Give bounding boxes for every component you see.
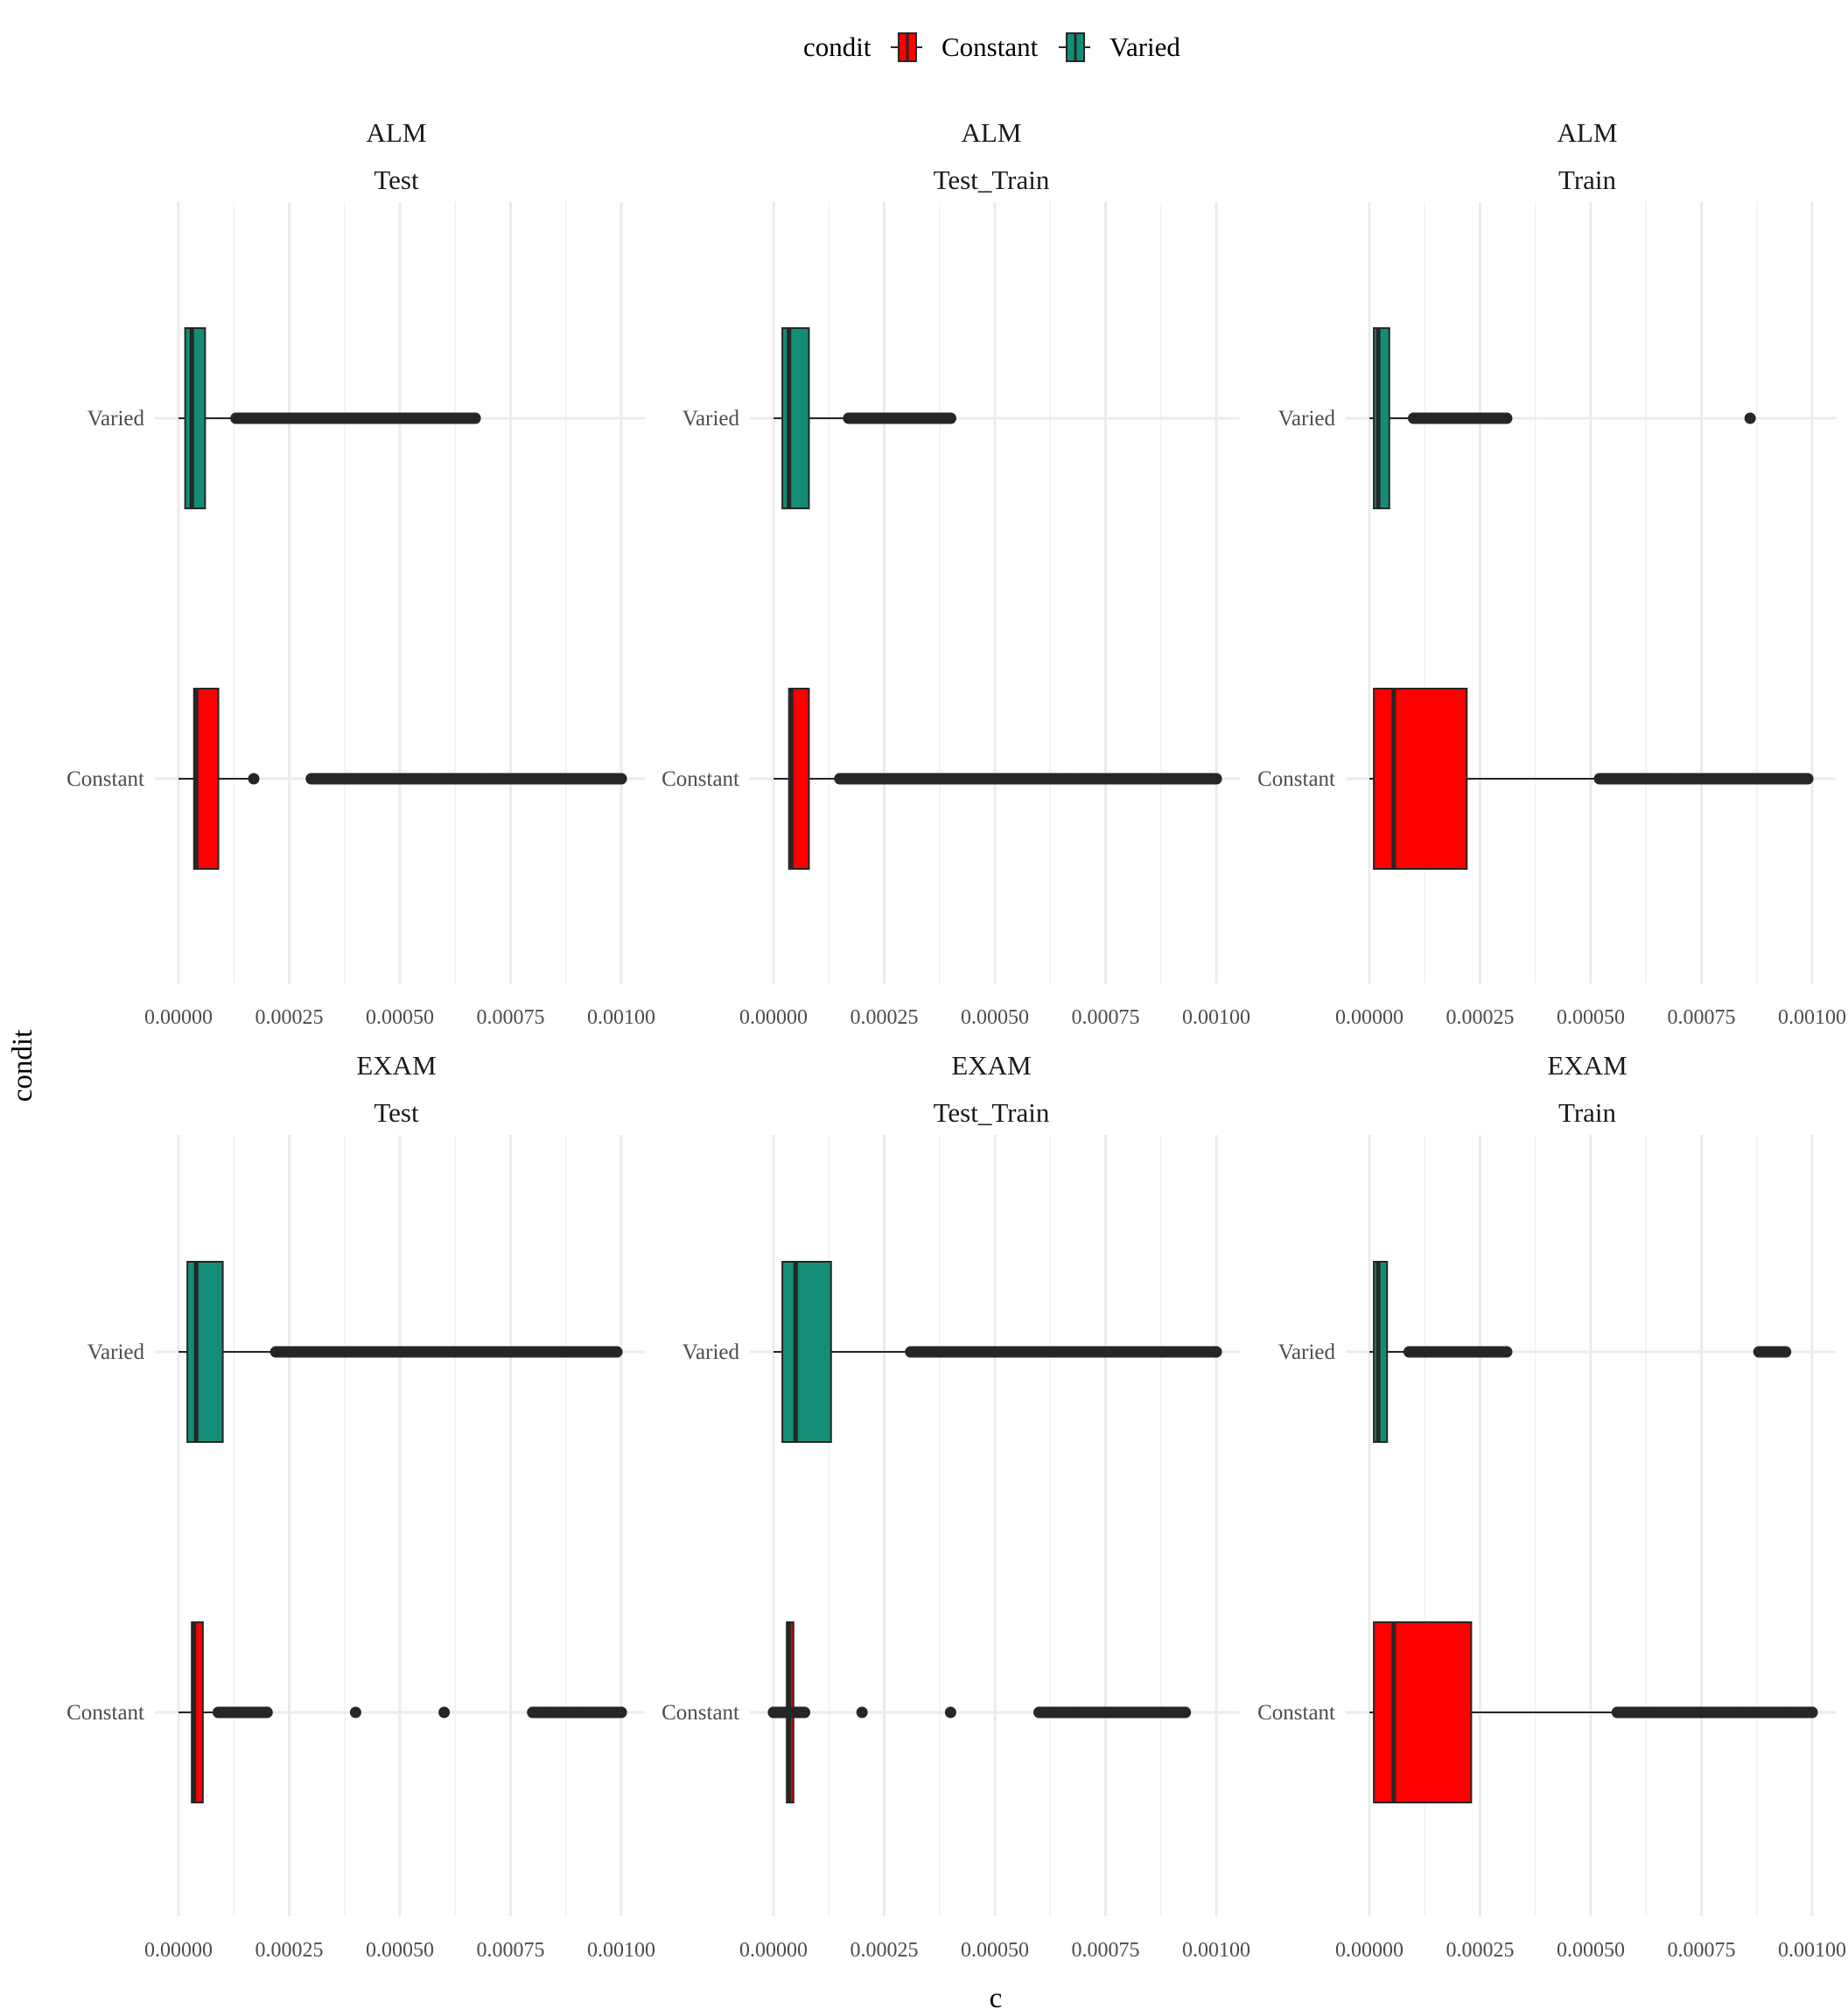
y-tick-label-constant: Constant <box>1257 767 1335 791</box>
x-tick-label: 0.00100 <box>587 1939 655 1962</box>
outlier-point-constant <box>261 1706 273 1718</box>
x-tick-label: 0.00075 <box>1072 1006 1140 1029</box>
outlier-point-constant <box>798 1706 810 1718</box>
box-constant <box>1373 688 1468 870</box>
outlier-point-constant <box>1806 1706 1818 1718</box>
y-tick-label-constant: Constant <box>662 1701 739 1725</box>
legend: condit Constant Varied <box>803 32 1180 62</box>
y-axis-title: condit <box>7 1030 38 1102</box>
x-tick-label: 0.00075 <box>477 1006 545 1029</box>
x-tick-label: 0.00050 <box>961 1006 1029 1029</box>
outlier-point-varied <box>1780 1346 1792 1358</box>
x-tick-label: 0.00100 <box>1182 1006 1250 1029</box>
x-tick-label: 0.00075 <box>1668 1939 1736 1962</box>
x-tick-label: 0.00025 <box>1446 1006 1515 1029</box>
outlier-point-varied <box>1501 1346 1513 1358</box>
y-tick-label-constant: Constant <box>66 767 144 791</box>
outlier-point-constant <box>248 773 260 785</box>
facet-panels: ALM Test 0.00000 0.00025 0.00050 0.00075 0.001… <box>66 117 1846 1962</box>
outlier-point-constant <box>349 1706 361 1718</box>
box-varied <box>184 327 206 509</box>
box-varied <box>1373 1261 1389 1443</box>
outlier-point-varied <box>1501 412 1513 424</box>
outlier-point-constant <box>1802 773 1814 785</box>
panel-exam-test: EXAM Test 0.00000 0.00025 0.00050 0.00075 0.00… <box>66 1050 655 1962</box>
outlier-point-constant <box>856 1706 868 1718</box>
strip-label-col: Test_Train <box>934 164 1050 195</box>
strip-label-row: EXAM <box>356 1050 436 1081</box>
legend-title: condit <box>803 32 872 62</box>
x-tick-label: 0.00000 <box>739 1006 808 1029</box>
x-tick-label: 0.00050 <box>961 1939 1029 1962</box>
box-varied <box>781 327 810 509</box>
strip-label-row: ALM <box>367 117 427 148</box>
box-constant <box>1373 1621 1473 1803</box>
outlier-point-varied <box>611 1346 623 1358</box>
x-tick-label: 0.00000 <box>1335 1939 1404 1962</box>
strip-label-col: Test <box>374 1097 419 1128</box>
panel-exam-test-train: EXAM Test_Train 0.00000 0.00025 0.00050 0.000… <box>662 1050 1250 1962</box>
strip-label-row: ALM <box>1558 117 1618 148</box>
strip-label-col: Test_Train <box>934 1097 1050 1128</box>
outlier-point-varied <box>1744 412 1756 424</box>
x-tick-label: 0.00050 <box>1557 1939 1625 1962</box>
strip-label-col: Train <box>1558 164 1617 195</box>
x-tick-label: 0.00100 <box>1778 1006 1846 1029</box>
x-tick-label: 0.00050 <box>1557 1006 1625 1029</box>
x-tick-label: 0.00075 <box>1072 1939 1140 1962</box>
outlier-point-constant <box>944 1706 956 1718</box>
y-tick-label-varied: Varied <box>682 1340 740 1364</box>
x-tick-label: 0.00000 <box>1335 1006 1404 1029</box>
y-tick-label-varied: Varied <box>88 407 145 430</box>
y-tick-label-varied: Varied <box>1278 407 1336 430</box>
strip-label-row: EXAM <box>951 1050 1031 1081</box>
strip-label-row: ALM <box>962 117 1022 148</box>
box-constant <box>788 688 810 870</box>
legend-label-varied: Varied <box>1110 32 1180 62</box>
x-tick-label: 0.00025 <box>256 1939 324 1962</box>
panel-alm-test-train: ALM Test_Train 0.00000 0.00025 0.00050 0.0007… <box>662 117 1250 1029</box>
outlier-point-varied <box>1210 1346 1222 1358</box>
box-varied <box>186 1261 224 1443</box>
x-tick-label: 0.00025 <box>850 1006 919 1029</box>
x-tick-label: 0.00000 <box>739 1939 808 1962</box>
strip-label-col: Test <box>374 164 419 195</box>
x-tick-label: 0.00050 <box>366 1939 434 1962</box>
strip-label-col: Train <box>1558 1097 1617 1128</box>
x-tick-label: 0.00050 <box>366 1006 434 1029</box>
outlier-point-constant <box>615 1706 627 1718</box>
x-tick-label: 0.00075 <box>477 1939 545 1962</box>
x-tick-label: 0.00100 <box>1778 1939 1846 1962</box>
y-tick-label-constant: Constant <box>662 767 739 791</box>
y-tick-label-varied: Varied <box>88 1340 145 1364</box>
x-axis-title: c <box>990 1983 1003 2014</box>
panel-alm-train: ALM Train 0.00000 0.00025 0.00050 0.00075 0.00… <box>1257 117 1846 1029</box>
x-tick-label: 0.00100 <box>587 1006 655 1029</box>
outlier-point-constant <box>438 1706 451 1718</box>
x-tick-label: 0.00025 <box>1446 1939 1515 1962</box>
box-varied <box>781 1261 832 1443</box>
y-tick-label-varied: Varied <box>682 407 740 430</box>
x-tick-label: 0.00000 <box>144 1006 213 1029</box>
legend-label-constant: Constant <box>942 32 1039 62</box>
outlier-point-varied <box>469 412 481 424</box>
outlier-point-constant <box>615 773 627 785</box>
y-tick-label-varied: Varied <box>1278 1340 1336 1364</box>
strip-label-row: EXAM <box>1547 1050 1627 1081</box>
x-tick-label: 0.00100 <box>1182 1939 1250 1962</box>
panel-alm-test: ALM Test 0.00000 0.00025 0.00050 0.00075 0.001… <box>66 117 655 1029</box>
x-tick-label: 0.00025 <box>850 1939 919 1962</box>
x-tick-label: 0.00025 <box>256 1006 324 1029</box>
x-tick-label: 0.00075 <box>1668 1006 1736 1029</box>
outlier-point-varied <box>944 412 956 424</box>
legend-items: Constant Varied <box>891 32 1180 62</box>
x-tick-label: 0.00000 <box>144 1939 213 1962</box>
outlier-point-constant <box>1210 773 1222 785</box>
panel-exam-train: EXAM Train 0.00000 0.00025 0.00050 0.00075 0.0… <box>1257 1050 1846 1962</box>
outlier-point-constant <box>1180 1706 1192 1718</box>
y-tick-label-constant: Constant <box>1257 1701 1335 1725</box>
y-tick-label-constant: Constant <box>66 1701 144 1725</box>
